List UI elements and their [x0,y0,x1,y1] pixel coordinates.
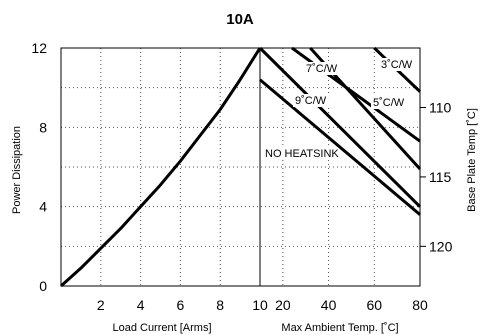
derating-line [258,46,422,208]
right-tick-label: 110 [429,100,452,116]
series-label-bg [263,147,338,160]
power-curve [59,47,262,288]
series-label: 5˚C/W [373,97,405,109]
y-tick-label: 4 [39,199,47,215]
series-label: NO HEATSINK [265,148,339,160]
series-label: 7˚C/W [306,63,338,75]
x-tick-label-right: 60 [366,297,382,313]
series-label-bg [293,94,329,107]
x-tick-label-left: 4 [137,297,145,313]
tick-labels: 0 4 8 12 2 4 6 8 10 20 40 60 80 110 115 120 [31,40,452,313]
series-label: 9˚C/W [295,95,327,107]
plot-frame [60,47,421,287]
right-tick-label: 120 [429,238,453,254]
data-curves [59,46,422,288]
series-label-bg [371,96,407,109]
x-tick-label-left: 8 [216,297,224,313]
y-tick-label: 12 [31,40,47,56]
series-labels: NO HEATSINK 9˚C/W 5˚C/W 7˚C/W 3˚C/W [263,58,415,160]
y-axis-label: Power Dissipation [11,126,23,214]
chart-title: 10A [226,11,254,28]
series-label-bg [379,58,415,71]
x-axis-label-right: Max Ambient Temp. [˚C] [281,322,398,334]
series-label: 3˚C/W [381,59,413,71]
x-tick-label-left: 2 [97,297,105,313]
x-tick-label-right: 80 [412,297,428,313]
y-axis-label-right: Base Plate Temp [˚C] [466,108,478,212]
x-tick-label-left: 6 [177,297,185,313]
grid-lines [61,48,420,286]
x-tick-label-right: 20 [275,297,291,313]
right-tick-label: 115 [429,169,452,185]
plot-border [60,47,421,287]
series-label-bg [304,62,340,75]
derating-line [259,78,421,216]
x-tick-label-left: 10 [252,297,268,313]
y-tick-label: 8 [39,119,47,135]
x-axis-label-left: Load Current [Arms] [112,322,211,334]
y-tick-label: 0 [39,278,47,294]
x-tick-label-right: 40 [321,297,337,313]
